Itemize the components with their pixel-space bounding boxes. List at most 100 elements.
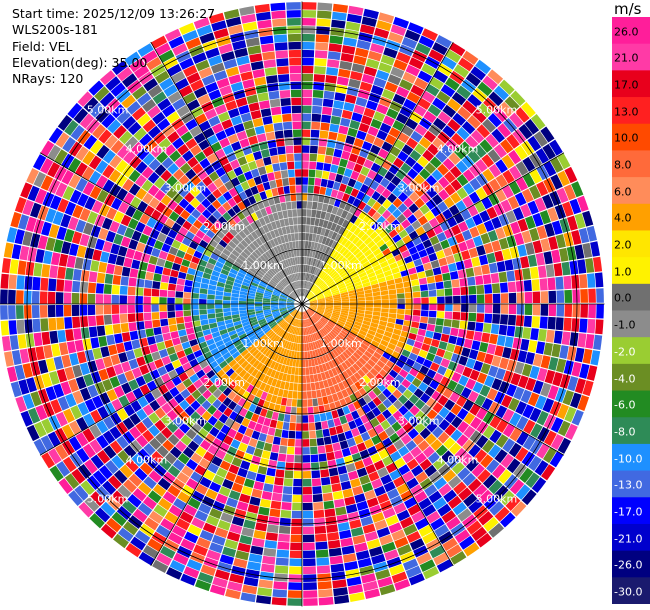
velocity-gate	[394, 277, 403, 284]
velocity-gate	[295, 311, 299, 318]
velocity-gate	[224, 287, 232, 293]
velocity-gate	[322, 288, 330, 294]
velocity-gate	[347, 334, 355, 341]
velocity-gate	[470, 129, 485, 144]
velocity-gate	[220, 348, 229, 356]
velocity-gate	[291, 318, 296, 326]
velocity-gate	[279, 445, 287, 454]
velocity-gate	[199, 293, 207, 299]
velocity-gate	[306, 281, 310, 289]
velocity-gate	[530, 328, 539, 341]
velocity-gate	[309, 300, 317, 303]
velocity-gate	[325, 362, 331, 371]
velocity-gate	[337, 465, 348, 475]
velocity-gate	[277, 272, 284, 280]
velocity-gate	[267, 318, 275, 324]
velocity-gate	[304, 311, 308, 319]
velocity-gate	[157, 366, 168, 376]
velocity-gate	[221, 51, 235, 62]
velocity-gate	[426, 323, 436, 332]
velocity-gate	[258, 141, 269, 151]
velocity-gate	[333, 215, 341, 224]
velocity-gate	[213, 70, 228, 81]
velocity-gate	[248, 195, 257, 205]
velocity-gate	[535, 341, 546, 355]
velocity-gate	[239, 310, 247, 314]
range-ring-label: 2.00km	[203, 376, 245, 389]
velocity-gate	[248, 102, 260, 112]
velocity-gate	[257, 166, 267, 176]
velocity-gate	[465, 72, 481, 87]
velocity-gate	[237, 357, 246, 366]
velocity-gate	[262, 304, 271, 307]
velocity-gate	[476, 223, 487, 235]
velocity-gate	[231, 516, 245, 527]
velocity-gate	[551, 343, 561, 358]
velocity-gate	[432, 332, 442, 341]
velocity-gate	[300, 288, 302, 297]
velocity-gate	[476, 294, 485, 304]
velocity-gate	[391, 333, 400, 341]
velocity-gate	[382, 437, 393, 448]
velocity-gate	[263, 547, 277, 557]
velocity-gate	[132, 387, 144, 400]
velocity-gate	[426, 397, 437, 409]
velocity-gate	[222, 364, 231, 373]
velocity-gate	[349, 214, 358, 224]
velocity-gate	[379, 243, 389, 252]
velocity-gate	[469, 164, 482, 177]
velocity-gate	[257, 587, 272, 597]
velocity-gate	[428, 345, 438, 355]
velocity-gate	[315, 533, 327, 542]
velocity-gate	[160, 182, 172, 194]
velocity-gate	[249, 496, 261, 506]
velocity-gate	[284, 268, 289, 276]
colorbar-swatch	[612, 550, 650, 578]
velocity-gate	[202, 389, 212, 400]
velocity-gate	[290, 233, 296, 242]
velocity-gate	[113, 125, 127, 139]
velocity-gate	[326, 139, 336, 149]
velocity-gate	[379, 584, 396, 596]
velocity-gate	[226, 497, 238, 508]
velocity-gate	[267, 350, 275, 359]
velocity-gate	[243, 248, 252, 257]
velocity-gate	[161, 402, 173, 414]
velocity-gate	[193, 325, 202, 333]
velocity-gate	[260, 322, 268, 328]
velocity-gate	[229, 371, 239, 381]
velocity-gate	[344, 359, 352, 368]
velocity-gate	[455, 200, 467, 212]
velocity-gate	[238, 442, 248, 453]
velocity-gate	[279, 517, 291, 526]
velocity-gate	[206, 153, 218, 164]
velocity-gate	[297, 281, 300, 289]
velocity-gate	[506, 458, 521, 474]
velocity-gate	[270, 221, 278, 230]
velocity-gate	[47, 162, 61, 178]
velocity-gate	[328, 360, 335, 369]
velocity-gate	[183, 504, 198, 517]
velocity-gate	[176, 545, 192, 558]
velocity-gate	[254, 351, 262, 360]
velocity-gate	[66, 341, 77, 354]
velocity-gate	[364, 350, 373, 359]
velocity-gate	[33, 171, 47, 188]
velocity-gate	[450, 429, 463, 442]
velocity-gate	[306, 375, 311, 383]
velocity-gate	[489, 415, 502, 429]
velocity-gate	[479, 384, 491, 397]
velocity-gate	[158, 138, 172, 151]
velocity-gate	[69, 352, 79, 366]
velocity-gate	[382, 248, 391, 256]
velocity-gate	[325, 256, 332, 264]
velocity-gate	[517, 244, 527, 257]
velocity-gate	[159, 289, 168, 297]
velocity-gate	[413, 209, 424, 220]
velocity-gate	[468, 312, 477, 322]
velocity-gate	[443, 489, 457, 503]
velocity-gate	[380, 260, 389, 268]
velocity-gate	[139, 233, 149, 245]
velocity-gate	[236, 501, 249, 511]
velocity-gate	[203, 469, 216, 481]
